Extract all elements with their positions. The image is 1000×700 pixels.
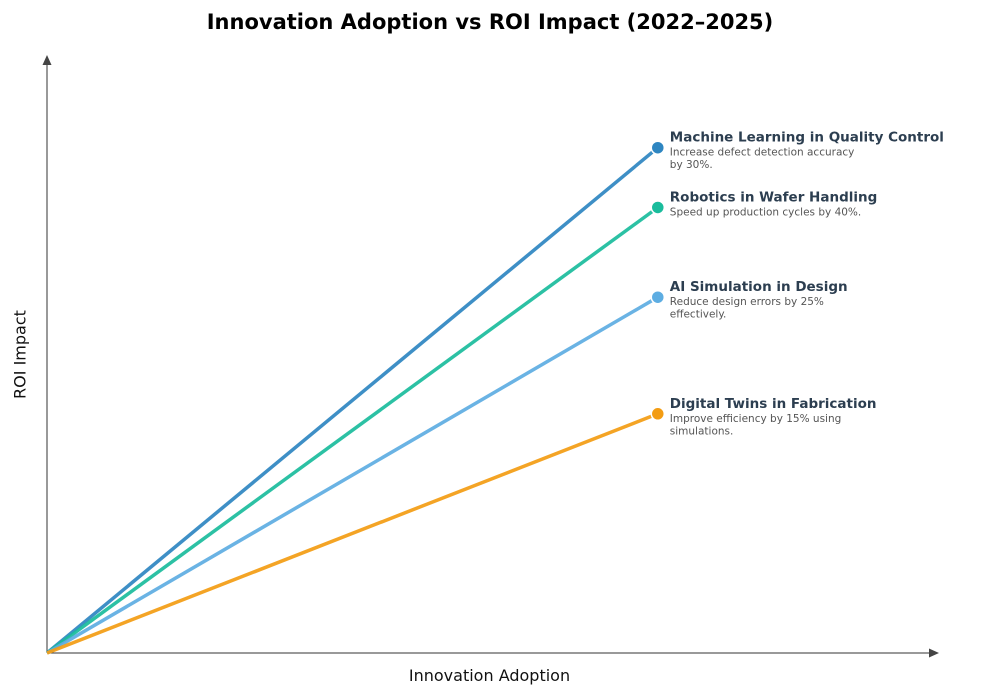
- series-label: Robotics in Wafer Handling: [670, 189, 877, 205]
- series-line: [46, 295, 659, 655]
- series-endpoint: [650, 406, 666, 422]
- series-description: simulations.: [670, 425, 734, 437]
- series-label: Machine Learning in Quality Control: [670, 130, 944, 146]
- series-description: effectively.: [670, 309, 727, 321]
- series-description: by 30%.: [670, 159, 713, 171]
- series-label: Digital Twins in Fabrication: [670, 396, 877, 412]
- series-line: [45, 146, 659, 655]
- series-label: AI Simulation in Design: [670, 279, 848, 295]
- series-endpoint: [650, 200, 666, 215]
- chart-title: Innovation Adoption vs ROI Impact (2022–…: [206, 10, 774, 34]
- series-description: Reduce design errors by 25%: [670, 296, 824, 308]
- series-description: Improve efficiency by 15% using: [670, 413, 842, 425]
- series-description: Increase defect detection accuracy: [670, 147, 855, 159]
- y-axis-arrow-icon: [42, 55, 52, 65]
- series-description: Speed up production cycles by 40%.: [670, 206, 861, 218]
- series-endpoint: [650, 289, 666, 305]
- series-endpoint: [650, 140, 666, 155]
- series-line: [46, 412, 659, 655]
- x-axis-arrow-icon: [929, 648, 939, 658]
- series-line: [45, 206, 659, 655]
- x-axis-label: Innovation Adoption: [408, 666, 571, 685]
